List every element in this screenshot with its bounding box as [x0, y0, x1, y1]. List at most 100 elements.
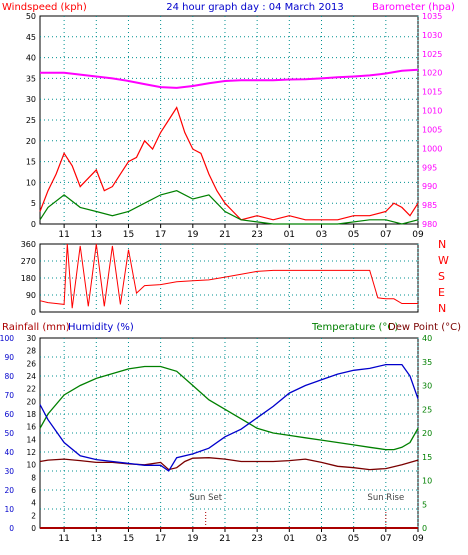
axis-tick-label: 40: [4, 448, 14, 457]
axis-tick-label: 10: [422, 477, 432, 486]
axis-tick-label: 5: [31, 199, 36, 208]
rainfall-axis-label: Rainfall (mm): [2, 322, 70, 333]
time-tick-label: 13: [91, 230, 102, 240]
axis-tick-label: 1015: [422, 88, 442, 97]
time-tick-label: 05: [348, 534, 359, 544]
axis-tick-label: 35: [422, 358, 432, 367]
axis-tick-label: 980: [422, 220, 437, 229]
axis-tick-label: 30: [26, 334, 36, 343]
axis-tick-label: 1000: [422, 144, 442, 153]
axis-tick-label: 6: [31, 486, 36, 495]
humidity-series-line: [39, 363, 419, 472]
axis-tick-label: 20: [26, 137, 36, 146]
axis-tick-label: 90: [26, 291, 36, 300]
axis-tick-label: 26: [26, 359, 36, 368]
axis-tick-label: 15: [422, 453, 432, 462]
axis-tick-label: 0: [31, 220, 36, 229]
sunset-label: Sun Set: [189, 493, 222, 503]
humidity-axis-label: Humidity (%): [68, 322, 134, 333]
dewpoint-axis-label: Dew Point (°C): [388, 322, 461, 333]
time-tick-label: 21: [219, 534, 230, 544]
barometer-axis-label: Barometer (hpa): [372, 2, 455, 13]
direction-degree-ticks: 0 90 180 270 360: [21, 240, 36, 317]
time-tick-label: 17: [155, 230, 166, 240]
time-tick-label: 23: [251, 534, 262, 544]
wind-grid: [40, 16, 419, 224]
axis-tick-label: 25: [26, 116, 36, 125]
axis-tick-label: 30: [4, 467, 14, 476]
temperature-series-line: [39, 365, 419, 451]
compass-label: E: [438, 286, 445, 299]
axis-tick-label: 24: [26, 372, 36, 381]
axis-tick-label: 12: [26, 448, 36, 457]
axis-tick-label: 360: [21, 240, 36, 249]
direction-plot-frame: [39, 243, 419, 313]
axis-tick-label: 22: [26, 385, 36, 394]
gust-series-line: [39, 190, 419, 225]
time-tick-label: 05: [348, 230, 359, 240]
time-tick-label: 23: [251, 230, 262, 240]
time-tick-label: 11: [58, 230, 69, 240]
time-tick-label: 17: [155, 534, 166, 544]
time-tick-label: 03: [316, 230, 327, 240]
time-tick-label: 15: [123, 230, 134, 240]
windspeed-ticks: 0 5 10 15 20 25 30 35 40 45 50: [26, 12, 36, 229]
axis-tick-label: 30: [422, 382, 432, 391]
axis-tick-label: 985: [422, 201, 437, 210]
axis-tick-label: 80: [4, 372, 14, 381]
axis-tick-label: 10: [4, 505, 14, 514]
wind-time-ticks: 11 13 15 17 19 21 23 01 03 05 07 09: [58, 224, 424, 240]
barometer-series-line: [40, 68, 419, 89]
axis-tick-label: 28: [26, 347, 36, 356]
axis-tick-label: 1010: [422, 107, 442, 116]
axis-tick-label: 10: [26, 178, 36, 187]
axis-tick-label: 1035: [422, 12, 442, 21]
axis-tick-label: 18: [26, 410, 36, 419]
axis-tick-label: 0: [31, 308, 36, 317]
time-tick-label: 09: [412, 534, 424, 544]
axis-tick-label: 40: [26, 54, 36, 63]
axis-tick-label: 90: [4, 353, 14, 362]
time-tick-label: 03: [316, 534, 327, 544]
axis-tick-label: 1005: [422, 125, 442, 134]
direction-grid: [40, 244, 419, 312]
axis-tick-label: 100: [0, 334, 14, 343]
compass-label: S: [438, 270, 445, 283]
axis-tick-label: 2: [31, 511, 36, 520]
windspeed-series-line: [39, 106, 419, 221]
temp-time-ticks: 11 13 15 17 19 21 23 01 03 05 07 09: [58, 528, 424, 544]
barometer-ticks: 980 985 990 995 1000 1005 1010 1015 1020 1025 1030…: [422, 12, 442, 229]
windspeed-axis-label: Windspeed (kph): [2, 2, 87, 13]
wind-plot-frame: [39, 15, 419, 225]
axis-tick-label: 0: [9, 524, 14, 533]
axis-tick-label: 15: [26, 158, 36, 167]
temperature-ticks: 0 5 10 15 20 25 30 35 40: [422, 334, 432, 533]
time-tick-label: 19: [187, 230, 199, 240]
axis-tick-label: 70: [4, 391, 14, 400]
axis-tick-label: 16: [26, 423, 36, 432]
axis-tick-label: 1030: [422, 31, 442, 40]
compass-label: W: [438, 254, 449, 267]
axis-tick-label: 40: [422, 334, 432, 343]
axis-tick-label: 5: [422, 500, 427, 509]
wind-barometer-panel: Windspeed (kph) 24 hour graph day : 04 M…: [2, 2, 455, 240]
dewpoint-series-line: [39, 457, 419, 471]
time-tick-label: 21: [219, 230, 230, 240]
axis-tick-label: 8: [31, 473, 36, 482]
time-tick-label: 01: [284, 534, 295, 544]
axis-tick-label: 270: [21, 257, 36, 266]
axis-tick-label: 10: [26, 461, 36, 470]
time-tick-label: 11: [58, 534, 69, 544]
axis-tick-label: 45: [26, 33, 36, 42]
compass-label: N: [438, 238, 446, 251]
time-tick-label: 15: [123, 534, 134, 544]
time-tick-label: 09: [412, 230, 424, 240]
axis-tick-label: 20: [4, 486, 14, 495]
axis-tick-label: 4: [31, 499, 36, 508]
time-tick-label: 19: [187, 534, 199, 544]
axis-tick-label: 1025: [422, 50, 442, 59]
axis-tick-label: 180: [21, 274, 36, 283]
